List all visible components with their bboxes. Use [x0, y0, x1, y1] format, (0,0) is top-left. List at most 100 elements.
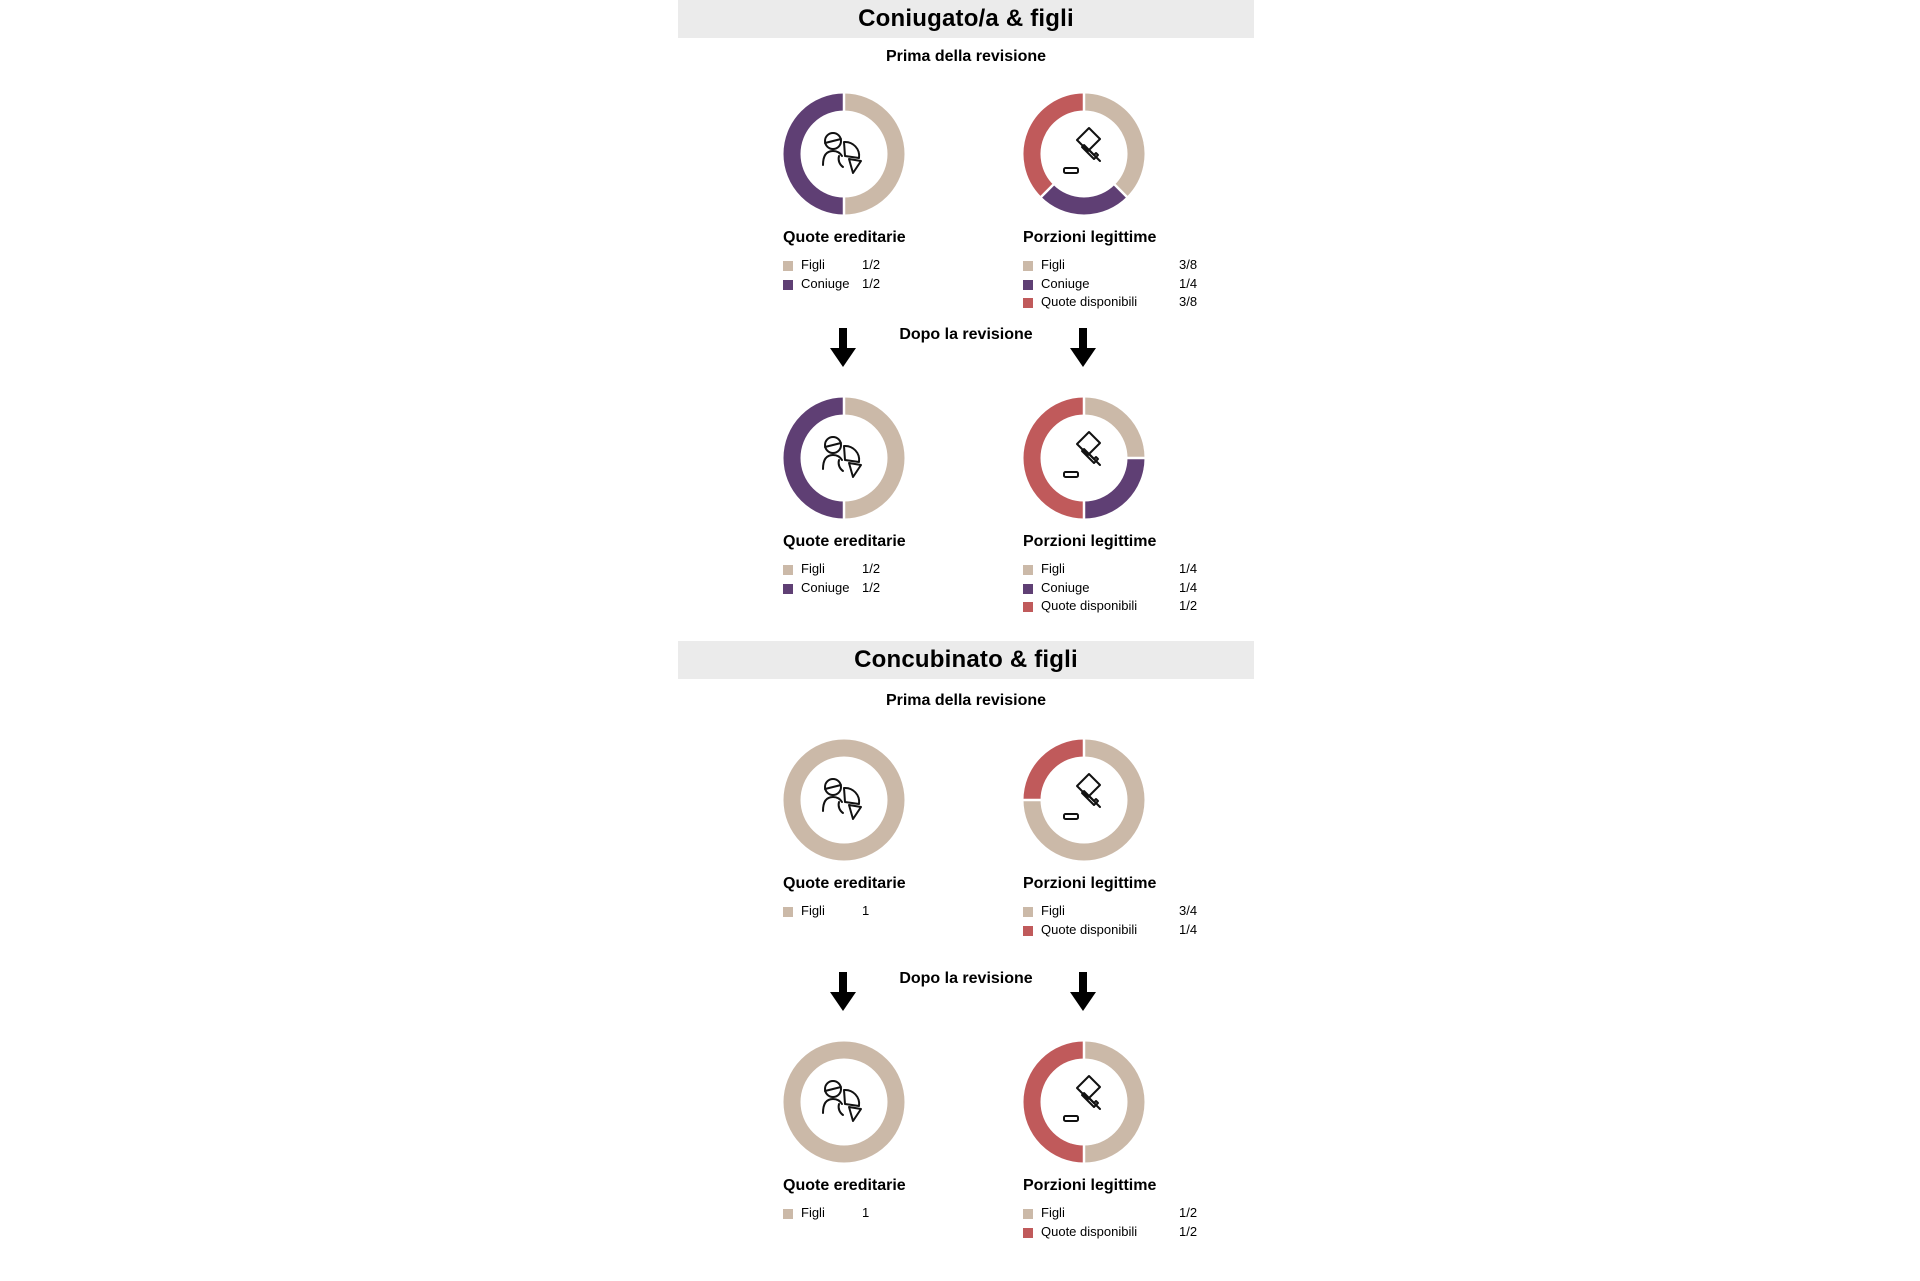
inheritance-icon	[822, 436, 862, 478]
legend-value: 1/2	[1179, 598, 1198, 613]
chart-title: Quote ereditarie	[783, 875, 906, 892]
legend-value: 1/2	[862, 275, 881, 291]
legend-value: 1	[862, 1205, 870, 1220]
chart-title: Porzioni legittime	[1023, 229, 1157, 246]
legend-label: Figli	[801, 1205, 825, 1220]
legend-label: Figli	[1041, 257, 1065, 272]
phase-label-after: Dopo la revisione	[899, 970, 1033, 987]
donut-svg	[1023, 396, 1146, 520]
chart-title: Quote ereditarie	[783, 229, 906, 246]
donut-slice-figli	[843, 93, 905, 215]
inheritance-icon	[822, 778, 862, 820]
legend-label: Quote disponibili	[1041, 598, 1138, 613]
legend-label: Coniuge	[801, 579, 850, 595]
donut-chart-porzioni-legittime: Porzioni legittime Figli 1/2 Quote disponib…	[1023, 1040, 1263, 1281]
legend-value: 1/4	[1179, 275, 1198, 291]
legend-swatch	[783, 1209, 793, 1219]
legend-label: Coniuge	[1041, 275, 1090, 291]
legend-label: Figli	[801, 561, 825, 576]
down-arrow-icon	[830, 972, 856, 1011]
legend-swatch	[783, 565, 793, 575]
donut-chart-quote-ereditarie: Quote ereditarie Figli 1/2 Coniuge 1/2	[783, 92, 1023, 333]
donut-svg	[1022, 738, 1145, 861]
donut-chart-porzioni-legittime: Porzioni legittime Figli 3/8 Coniuge 1/4 Quot…	[1023, 92, 1263, 333]
chart-title: Porzioni legittime	[1023, 533, 1157, 550]
gavel-icon	[1063, 1075, 1101, 1122]
chart-title: Porzioni legittime	[1023, 875, 1157, 892]
gavel-icon	[1063, 773, 1101, 820]
donut-chart-quote-ereditarie: Quote ereditarie Figli 1/2 Coniuge 1/2	[783, 396, 1023, 637]
legend-value: 1/2	[862, 579, 881, 595]
legend-swatch	[1023, 1227, 1033, 1238]
legend-label: Coniuge	[1041, 579, 1090, 595]
inheritance-icon	[822, 1080, 862, 1122]
donut-slice-coniuge	[1041, 184, 1127, 215]
donut-chart-porzioni-legittime: Porzioni legittime Figli 3/4 Quote disponib…	[1022, 738, 1263, 979]
donut-slice-figli	[1083, 1041, 1145, 1163]
legend-value: 1/4	[1179, 921, 1198, 937]
chart-title: Porzioni legittime	[1023, 1177, 1157, 1194]
section-header-coniugato: Coniugato/a & figli	[678, 0, 1254, 38]
donut-svg	[783, 92, 905, 216]
donut-slice-figli	[1083, 93, 1145, 197]
legend-value: 1/2	[1179, 1205, 1198, 1220]
legend-label: Figli	[1041, 1205, 1065, 1220]
down-arrow-icon	[1070, 328, 1096, 367]
donut-svg	[1023, 1040, 1145, 1164]
donut-slice-figli	[1023, 739, 1145, 861]
down-arrow-icon	[1070, 972, 1096, 1011]
donut-chart-quote-ereditarie: Quote ereditarie Figli 1	[783, 1041, 1023, 1281]
legend-swatch	[1023, 279, 1033, 290]
legend-swatch	[1023, 602, 1033, 612]
donut-slice-quote-disponibili	[1023, 397, 1085, 519]
legend-label: Figli	[1041, 903, 1065, 918]
donut-svg	[1023, 92, 1145, 215]
section-header-concubinato: Concubinato & figli	[678, 641, 1254, 679]
donut-slice-figli	[783, 739, 905, 861]
phase-label-before: Prima della revisione	[885, 692, 1047, 709]
legend-value: 1/4	[1179, 561, 1198, 576]
donut-slice-quote-disponibili	[1023, 1041, 1085, 1163]
legend-value: 3/8	[1179, 294, 1198, 309]
legend-swatch	[1023, 565, 1033, 575]
donut-slice-quote-disponibili	[1023, 93, 1085, 197]
legend-label: Figli	[1041, 561, 1065, 576]
legend-label: Quote disponibili	[1041, 294, 1138, 309]
legend-value: 1/2	[1179, 1223, 1198, 1239]
donut-slice-coniuge	[783, 93, 845, 215]
legend-label: Quote disponibili	[1041, 921, 1138, 937]
legend-swatch	[1023, 261, 1033, 271]
phase-label-before: Prima della revisione	[885, 48, 1047, 65]
donut-svg	[783, 396, 905, 520]
donut-chart-quote-ereditarie: Quote ereditarie Figli 1	[783, 739, 1023, 979]
legend-swatch	[783, 583, 793, 594]
legend-value: 1/2	[862, 561, 881, 576]
slice-separator	[1113, 183, 1129, 199]
donut-slice-coniuge	[783, 397, 845, 519]
down-arrow-icon	[830, 328, 856, 367]
donut-slice-figli	[783, 1041, 905, 1163]
gavel-icon	[1063, 431, 1101, 478]
legend-value: 1	[862, 903, 870, 918]
legend-value: 3/8	[1179, 257, 1198, 272]
legend-value: 3/4	[1179, 903, 1198, 918]
phase-label-after: Dopo la revisione	[899, 326, 1033, 343]
slice-separator	[1039, 183, 1055, 199]
legend-swatch	[1023, 583, 1033, 594]
legend-swatch	[1023, 1209, 1033, 1219]
donut-slice-quote-disponibili	[1023, 739, 1085, 801]
legend-label: Figli	[801, 903, 825, 918]
legend-label: Quote disponibili	[1041, 1223, 1138, 1239]
legend-label: Figli	[801, 257, 825, 272]
legend-value: 1/4	[1179, 579, 1198, 595]
legend-swatch	[783, 279, 793, 290]
legend-swatch	[1023, 298, 1033, 308]
donut-chart-porzioni-legittime: Porzioni legittime Figli 1/4 Coniuge 1/4 Quot…	[1023, 396, 1263, 637]
donut-slice-figli	[843, 397, 905, 519]
legend-swatch	[783, 907, 793, 917]
legend-swatch	[1023, 907, 1033, 917]
donut-slice-figli	[1083, 397, 1145, 459]
legend-label: Coniuge	[801, 275, 850, 291]
chart-title: Quote ereditarie	[783, 1177, 906, 1194]
inheritance-icon	[822, 132, 862, 174]
